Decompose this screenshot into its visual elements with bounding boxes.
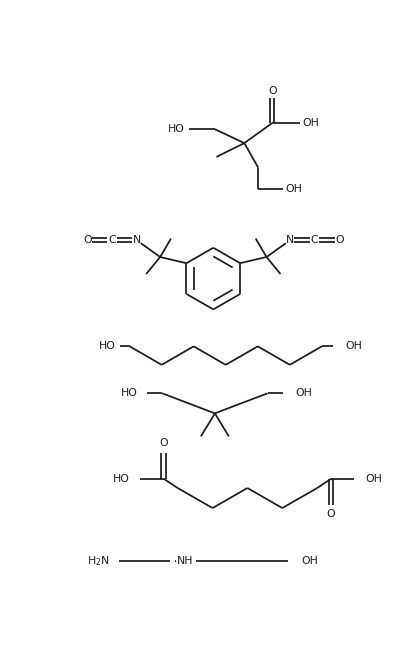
Text: HO: HO (99, 342, 116, 352)
Text: OH: OH (345, 342, 362, 352)
Text: O: O (268, 86, 276, 96)
Text: N: N (286, 235, 294, 245)
Text: C: C (311, 235, 319, 245)
Text: C: C (108, 235, 116, 245)
Text: OH: OH (296, 388, 312, 398)
Text: NH: NH (177, 556, 193, 566)
Text: H$_2$N: H$_2$N (87, 554, 110, 568)
Text: N: N (133, 235, 141, 245)
Text: OH: OH (303, 118, 319, 128)
Text: HO: HO (168, 124, 185, 135)
Text: HO: HO (113, 474, 130, 484)
Text: HO: HO (121, 388, 137, 398)
Text: O: O (327, 509, 335, 519)
Text: OH: OH (301, 556, 319, 566)
Text: O: O (335, 235, 344, 245)
Text: OH: OH (365, 474, 382, 484)
Text: O: O (83, 235, 92, 245)
Text: O: O (159, 438, 168, 448)
Text: OH: OH (286, 184, 302, 194)
